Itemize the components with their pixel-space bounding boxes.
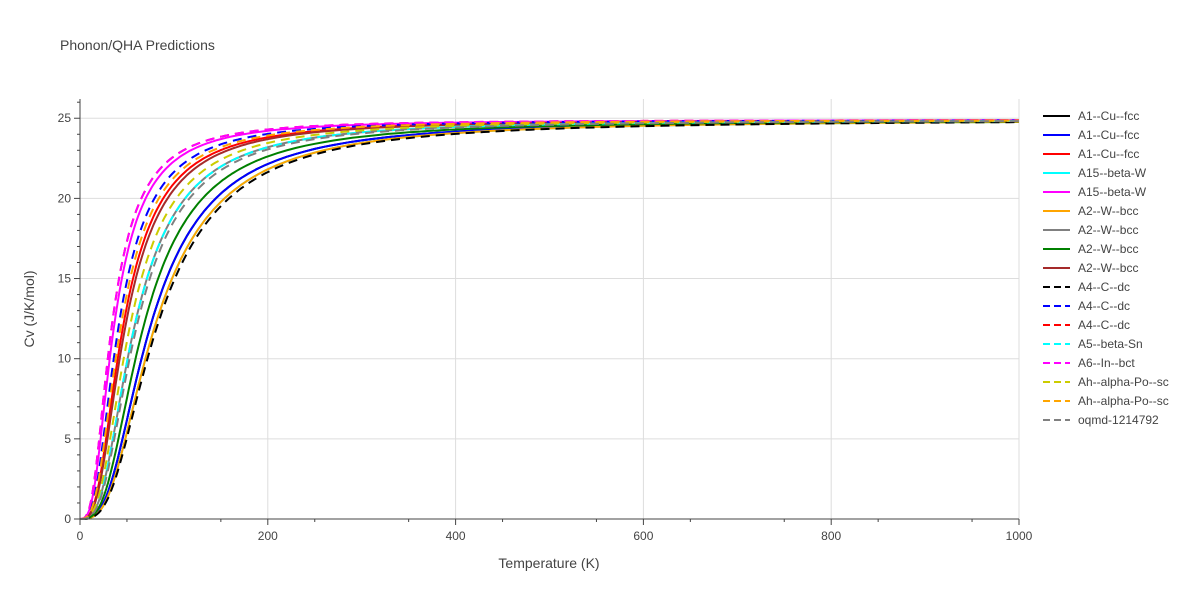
y-tick-label: 20 bbox=[58, 191, 72, 205]
x-axis-title: Temperature (K) bbox=[498, 555, 599, 571]
y-tick-label: 10 bbox=[58, 352, 72, 366]
legend-item-8[interactable]: A2--W--bcc bbox=[1043, 242, 1138, 256]
legend-item-10[interactable]: A4--C--dc bbox=[1043, 280, 1130, 294]
y-tick-label: 0 bbox=[64, 512, 71, 526]
legend-label: A1--Cu--fcc bbox=[1078, 109, 1139, 123]
legend-item-7[interactable]: A2--W--bcc bbox=[1043, 223, 1138, 237]
axes: 0 200 400 600 800 1000 0 5 10 15 20 25 bbox=[58, 99, 1033, 543]
x-tick-label: 200 bbox=[258, 529, 278, 543]
legend-label: A2--W--bcc bbox=[1078, 204, 1138, 218]
legend-item-1[interactable]: A1--Cu--fcc bbox=[1043, 109, 1139, 123]
legend-label: A15--beta-W bbox=[1078, 185, 1147, 199]
legend-item-2[interactable]: A1--Cu--fcc bbox=[1043, 128, 1139, 142]
legend-label: A4--C--dc bbox=[1078, 318, 1130, 332]
x-tick-label: 400 bbox=[446, 529, 466, 543]
legend-item-3[interactable]: A1--Cu--fcc bbox=[1043, 147, 1139, 161]
legend-item-6[interactable]: A2--W--bcc bbox=[1043, 204, 1138, 218]
legend-item-15[interactable]: Ah--alpha-Po--sc bbox=[1043, 375, 1169, 389]
series-line-17 bbox=[80, 120, 1019, 520]
x-tick-label: 800 bbox=[821, 529, 841, 543]
chart-title: Phonon/QHA Predictions bbox=[60, 37, 215, 53]
legend-item-17[interactable]: oqmd-1214792 bbox=[1043, 413, 1159, 427]
legend-label: A4--C--dc bbox=[1078, 280, 1130, 294]
legend-item-12[interactable]: A4--C--dc bbox=[1043, 318, 1130, 332]
legend[interactable]: A1--Cu--fcc A1--Cu--fcc A1--Cu--fcc A15--be… bbox=[1043, 109, 1169, 427]
series-line-11 bbox=[79, 119, 1019, 520]
plot-area bbox=[79, 119, 1020, 520]
y-tick-label: 15 bbox=[58, 272, 72, 286]
legend-label: A2--W--bcc bbox=[1078, 261, 1138, 275]
legend-item-16[interactable]: Ah--alpha-Po--sc bbox=[1043, 394, 1169, 408]
legend-label: Ah--alpha-Po--sc bbox=[1078, 394, 1169, 408]
legend-label: A1--Cu--fcc bbox=[1078, 147, 1139, 161]
y-axis-title: Cv (J/K/mol) bbox=[21, 271, 37, 348]
legend-label: A15--beta-W bbox=[1078, 166, 1147, 180]
legend-label: A6--In--bct bbox=[1078, 356, 1135, 370]
y-tick-label: 25 bbox=[58, 111, 72, 125]
legend-item-9[interactable]: A2--W--bcc bbox=[1043, 261, 1138, 275]
legend-item-4[interactable]: A15--beta-W bbox=[1043, 166, 1147, 180]
y-tick-label: 5 bbox=[64, 432, 71, 446]
x-tick-label: 600 bbox=[633, 529, 653, 543]
legend-label: A2--W--bcc bbox=[1078, 223, 1138, 237]
legend-label: Ah--alpha-Po--sc bbox=[1078, 375, 1169, 389]
legend-item-14[interactable]: A6--In--bct bbox=[1043, 356, 1135, 370]
legend-label: oqmd-1214792 bbox=[1078, 413, 1159, 427]
legend-label: A4--C--dc bbox=[1078, 299, 1130, 313]
series-line-10 bbox=[80, 121, 1020, 520]
legend-label: A5--beta-Sn bbox=[1078, 337, 1143, 351]
legend-label: A2--W--bcc bbox=[1078, 242, 1138, 256]
x-tick-label: 0 bbox=[77, 529, 84, 543]
legend-item-13[interactable]: A5--beta-Sn bbox=[1043, 337, 1143, 351]
x-tick-label: 1000 bbox=[1006, 529, 1033, 543]
series-line-16 bbox=[80, 119, 1019, 520]
legend-label: A1--Cu--fcc bbox=[1078, 128, 1139, 142]
legend-item-5[interactable]: A15--beta-W bbox=[1043, 185, 1147, 199]
grid-lines bbox=[80, 99, 1020, 519]
legend-item-11[interactable]: A4--C--dc bbox=[1043, 299, 1130, 313]
